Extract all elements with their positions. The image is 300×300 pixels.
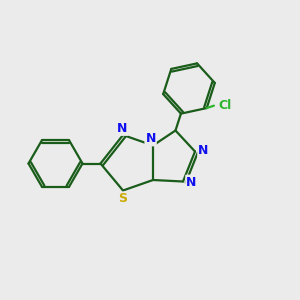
Text: S: S: [118, 192, 127, 206]
Text: N: N: [198, 144, 208, 158]
Text: Cl: Cl: [218, 99, 231, 112]
Text: N: N: [186, 176, 197, 189]
Text: N: N: [146, 132, 156, 146]
Text: N: N: [117, 122, 128, 135]
